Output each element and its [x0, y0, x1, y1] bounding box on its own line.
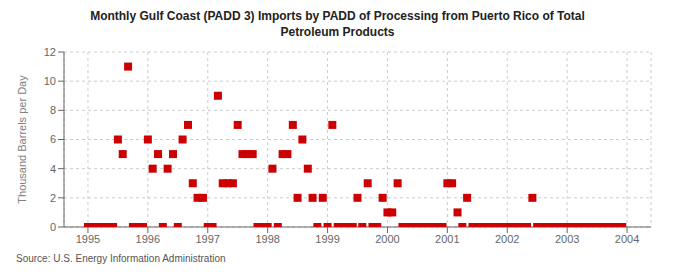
svg-text:8: 8 — [50, 104, 56, 116]
svg-text:4: 4 — [50, 163, 56, 175]
svg-text:1997: 1997 — [196, 233, 220, 245]
svg-text:1995: 1995 — [76, 233, 100, 245]
svg-text:2001: 2001 — [435, 233, 459, 245]
svg-text:Thousand Barrels per Day: Thousand Barrels per Day — [16, 75, 28, 204]
svg-text:0: 0 — [50, 221, 56, 233]
svg-text:1998: 1998 — [255, 233, 279, 245]
svg-text:1996: 1996 — [136, 233, 160, 245]
html-text:Petroleum Products: Petroleum Products — [280, 25, 395, 39]
html-text:Source: U.S. Energy Informatio: Source: U.S. Energy Information Administ… — [16, 253, 226, 264]
svg-text:2003: 2003 — [555, 233, 579, 245]
svg-text:12: 12 — [44, 46, 56, 58]
html-text:Monthly Gulf Coast (PADD 3) Im: Monthly Gulf Coast (PADD 3) Imports by P… — [90, 9, 585, 23]
svg-text:2: 2 — [50, 192, 56, 204]
svg-text:6: 6 — [50, 133, 56, 145]
svg-text:2004: 2004 — [615, 233, 639, 245]
svg-text:10: 10 — [44, 75, 56, 87]
svg-text:1999: 1999 — [315, 233, 339, 245]
svg-text:2000: 2000 — [375, 233, 399, 245]
svg-text:2002: 2002 — [495, 233, 519, 245]
